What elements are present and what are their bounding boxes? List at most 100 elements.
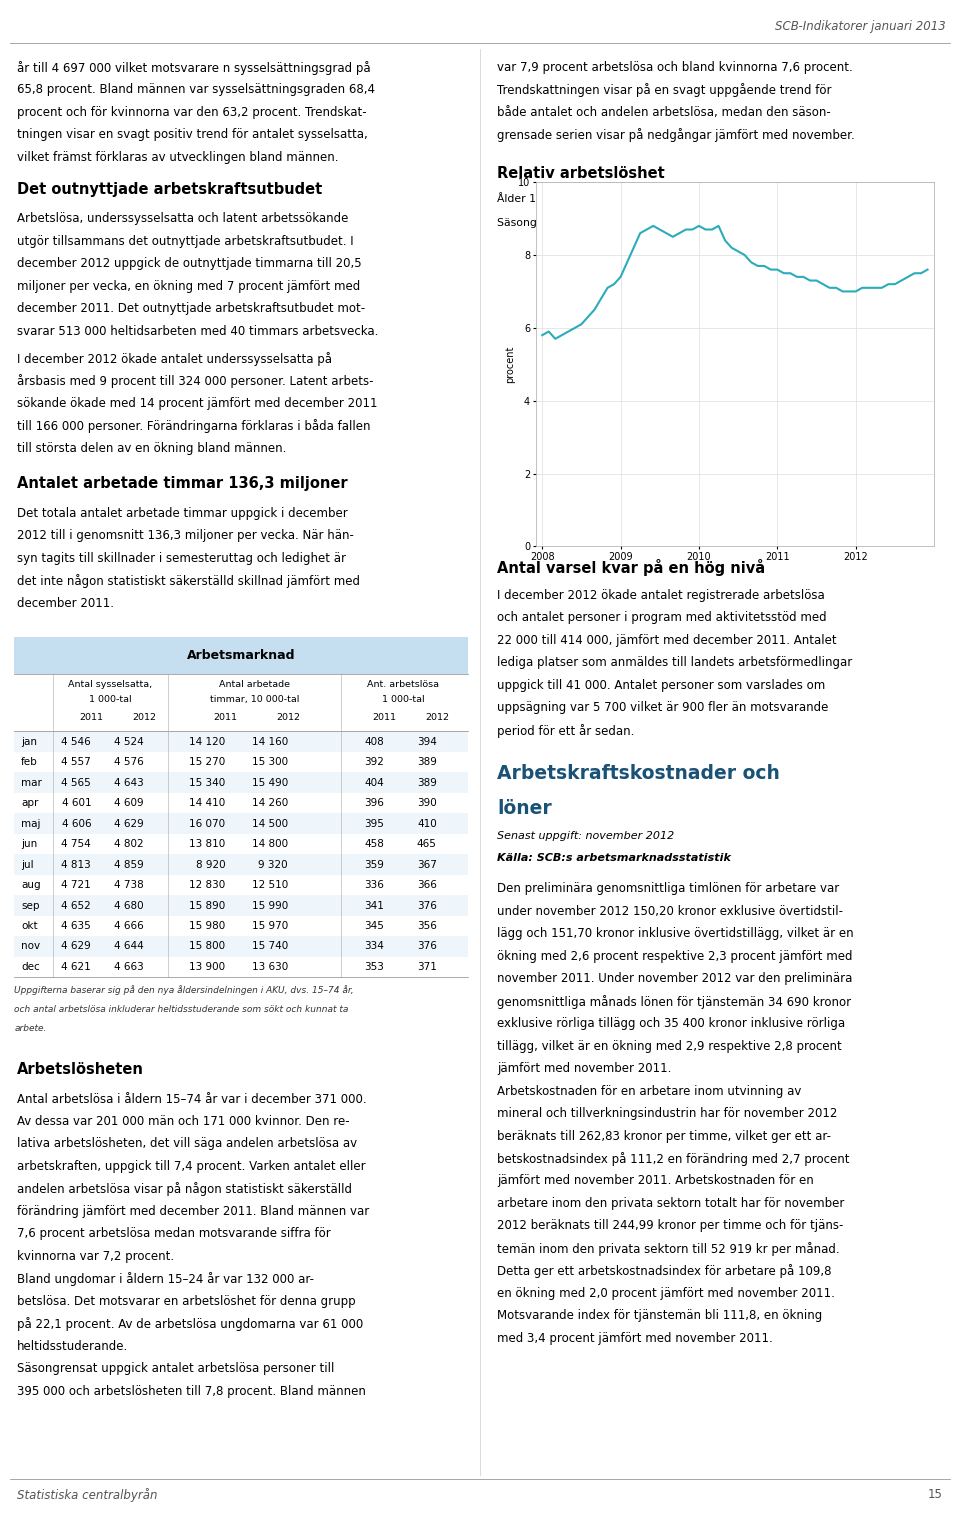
Text: december 2011.: december 2011. — [17, 597, 114, 610]
Text: 367: 367 — [417, 859, 437, 870]
Text: december 2011. Det outnyttjade arbetskraftsutbudet mot-: december 2011. Det outnyttjade arbetskra… — [17, 302, 366, 316]
Text: kvinnorna var 7,2 procent.: kvinnorna var 7,2 procent. — [17, 1249, 175, 1263]
Text: 345: 345 — [364, 921, 384, 931]
Text: 4 601: 4 601 — [61, 798, 91, 808]
Text: 341: 341 — [364, 900, 384, 911]
Bar — [14, 956, 468, 978]
Text: under november 2012 150,20 kronor exklusive övertidstil-: under november 2012 150,20 kronor exklus… — [497, 905, 843, 918]
Bar — [14, 937, 468, 956]
Text: Säsongrensade månadsvärden: Säsongrensade månadsvärden — [497, 217, 666, 228]
Text: 14 800: 14 800 — [252, 839, 288, 849]
Text: Arbetskostnaden för en arbetare inom utvinning av: Arbetskostnaden för en arbetare inom utv… — [497, 1084, 802, 1098]
Text: december 2012 uppgick de outnyttjade timmarna till 20,5: december 2012 uppgick de outnyttjade tim… — [17, 258, 362, 270]
Text: temän inom den privata sektorn till 52 919 kr per månad.: temän inom den privata sektorn till 52 9… — [497, 1242, 840, 1255]
Text: 14 410: 14 410 — [189, 798, 226, 808]
Text: okt: okt — [21, 921, 37, 931]
Text: Av dessa var 201 000 män och 171 000 kvinnor. Den re-: Av dessa var 201 000 män och 171 000 kvi… — [17, 1116, 349, 1128]
Text: 1 000-tal: 1 000-tal — [382, 695, 424, 704]
Text: Arbetslösheten: Arbetslösheten — [17, 1063, 144, 1078]
Text: 465: 465 — [417, 839, 437, 849]
Text: 334: 334 — [364, 941, 384, 952]
Text: I december 2012 ökade antalet underssysselsatta på: I december 2012 ökade antalet underssyss… — [17, 352, 332, 366]
Text: Det totala antalet arbetade timmar uppgick i december: Det totala antalet arbetade timmar uppgi… — [17, 507, 348, 519]
Text: 4 859: 4 859 — [114, 859, 144, 870]
Text: och antal arbetslösa inkluderar heltidsstuderande som sökt och kunnat ta: och antal arbetslösa inkluderar heltidss… — [14, 1005, 348, 1014]
Text: 408: 408 — [364, 736, 384, 747]
Text: 13 630: 13 630 — [252, 962, 288, 972]
Text: 4 557: 4 557 — [61, 757, 91, 767]
Bar — [14, 855, 468, 874]
Text: andelen arbetslösa visar på någon statistiskt säkerställd: andelen arbetslösa visar på någon statis… — [17, 1183, 352, 1196]
Bar — [14, 792, 468, 814]
Text: Antal arbetslösa i åldern 15–74 år var i december 371 000.: Antal arbetslösa i åldern 15–74 år var i… — [17, 1093, 367, 1105]
Text: till 166 000 personer. Förändringarna förklaras i båda fallen: till 166 000 personer. Förändringarna fö… — [17, 419, 371, 433]
Text: 2011: 2011 — [213, 713, 238, 723]
Text: löner: löner — [497, 800, 552, 818]
Text: 65,8 procent. Bland männen var sysselsättningsgraden 68,4: 65,8 procent. Bland männen var sysselsät… — [17, 83, 375, 96]
Text: 14 120: 14 120 — [189, 736, 226, 747]
Text: var 7,9 procent arbetslösa och bland kvinnorna 7,6 procent.: var 7,9 procent arbetslösa och bland kvi… — [497, 61, 853, 74]
Text: lativa arbetslösheten, det vill säga andelen arbetslösa av: lativa arbetslösheten, det vill säga and… — [17, 1137, 357, 1151]
Text: jämfört med november 2011.: jämfört med november 2011. — [497, 1063, 672, 1075]
Text: 4 576: 4 576 — [114, 757, 144, 767]
Text: med 3,4 procent jämfört med november 2011.: med 3,4 procent jämfört med november 201… — [497, 1331, 773, 1345]
Text: på 22,1 procent. Av de arbetslösa ungdomarna var 61 000: på 22,1 procent. Av de arbetslösa ungdom… — [17, 1318, 364, 1331]
Text: 390: 390 — [417, 798, 437, 808]
Text: Antal arbetade: Antal arbetade — [219, 680, 290, 689]
Text: 4 666: 4 666 — [114, 921, 144, 931]
Text: 4 738: 4 738 — [114, 880, 144, 890]
Text: Arbetskraftskostnader och: Arbetskraftskostnader och — [497, 765, 780, 783]
Text: 9 320: 9 320 — [258, 859, 288, 870]
Text: år till 4 697 000 vilket motsvarare n sysselsättningsgrad på: år till 4 697 000 vilket motsvarare n sy… — [17, 61, 371, 74]
Text: lägg och 151,70 kronor inklusive övertidstillägg, vilket är en: lägg och 151,70 kronor inklusive övertid… — [497, 927, 853, 940]
Text: 4 629: 4 629 — [114, 818, 144, 829]
Text: lediga platser som anmäldes till landets arbetsförmedlingar: lediga platser som anmäldes till landets… — [497, 656, 852, 669]
Text: 15 490: 15 490 — [252, 777, 288, 788]
Text: 15 300: 15 300 — [252, 757, 288, 767]
Text: Den preliminära genomsnittliga timlönen för arbetare var: Den preliminära genomsnittliga timlönen … — [497, 882, 840, 896]
Text: jan: jan — [21, 736, 37, 747]
Text: heltidsstuderande.: heltidsstuderande. — [17, 1340, 129, 1353]
Text: 359: 359 — [364, 859, 384, 870]
Text: tillägg, vilket är en ökning med 2,9 respektive 2,8 procent: tillägg, vilket är en ökning med 2,9 res… — [497, 1040, 842, 1052]
Text: arbetskraften, uppgick till 7,4 procent. Varken antalet eller: arbetskraften, uppgick till 7,4 procent.… — [17, 1160, 366, 1173]
Text: 2011: 2011 — [79, 713, 104, 723]
Text: 4 629: 4 629 — [61, 941, 91, 952]
Text: 12 830: 12 830 — [189, 880, 226, 890]
Text: arbete.: arbete. — [14, 1025, 47, 1034]
Text: ökning med 2,6 procent respektive 2,3 procent jämfört med: ökning med 2,6 procent respektive 2,3 pr… — [497, 950, 852, 962]
Text: procent och för kvinnorna var den 63,2 procent. Trendskat-: procent och för kvinnorna var den 63,2 p… — [17, 106, 367, 118]
Text: 12 510: 12 510 — [252, 880, 288, 890]
Text: Statistiska centralbyrån: Statistiska centralbyrån — [17, 1488, 157, 1501]
Text: 13 810: 13 810 — [189, 839, 226, 849]
Text: mar: mar — [21, 777, 42, 788]
Text: 4 606: 4 606 — [61, 818, 91, 829]
Text: mineral och tillverkningsindustrin har för november 2012: mineral och tillverkningsindustrin har f… — [497, 1107, 838, 1120]
Text: 4 663: 4 663 — [114, 962, 144, 972]
Text: vilket främst förklaras av utvecklingen bland männen.: vilket främst förklaras av utvecklingen … — [17, 150, 339, 164]
Text: Ålder 15–74 år. Inkl. heltidsstuderande som sökt arbete.: Ålder 15–74 år. Inkl. heltidsstuderande … — [497, 194, 804, 203]
Bar — [14, 814, 468, 833]
Text: utgör tillsammans det outnyttjade arbetskraftsutbudet. I: utgör tillsammans det outnyttjade arbets… — [17, 235, 354, 247]
Text: sep: sep — [21, 900, 39, 911]
Text: 16 070: 16 070 — [189, 818, 226, 829]
Text: 366: 366 — [417, 880, 437, 890]
Text: svarar 513 000 heltidsarbeten med 40 timmars arbetsvecka.: svarar 513 000 heltidsarbeten med 40 tim… — [17, 325, 378, 339]
Text: betskostnadsindex på 111,2 en förändring med 2,7 procent: betskostnadsindex på 111,2 en förändring… — [497, 1152, 850, 1166]
Text: maj: maj — [21, 818, 40, 829]
Text: Arbetsmarknad: Arbetsmarknad — [186, 648, 296, 662]
Text: 2012: 2012 — [424, 713, 449, 723]
Text: syn tagits till skillnader i semesteruttag och ledighet är: syn tagits till skillnader i semesterutt… — [17, 551, 347, 565]
Text: 2012 till i genomsnitt 136,3 miljoner per vecka. När hän-: 2012 till i genomsnitt 136,3 miljoner pe… — [17, 530, 354, 542]
Text: till största delen av en ökning bland männen.: till största delen av en ökning bland mä… — [17, 442, 287, 455]
Text: jul: jul — [21, 859, 34, 870]
Text: 15 740: 15 740 — [252, 941, 288, 952]
Text: 376: 376 — [417, 900, 437, 911]
Text: 4 635: 4 635 — [61, 921, 91, 931]
Text: 353: 353 — [364, 962, 384, 972]
Text: tningen visar en svagt positiv trend för antalet sysselsatta,: tningen visar en svagt positiv trend för… — [17, 128, 368, 141]
Text: 4 644: 4 644 — [114, 941, 144, 952]
Text: 4 609: 4 609 — [114, 798, 144, 808]
Text: 15 270: 15 270 — [189, 757, 226, 767]
Bar — [14, 896, 468, 915]
